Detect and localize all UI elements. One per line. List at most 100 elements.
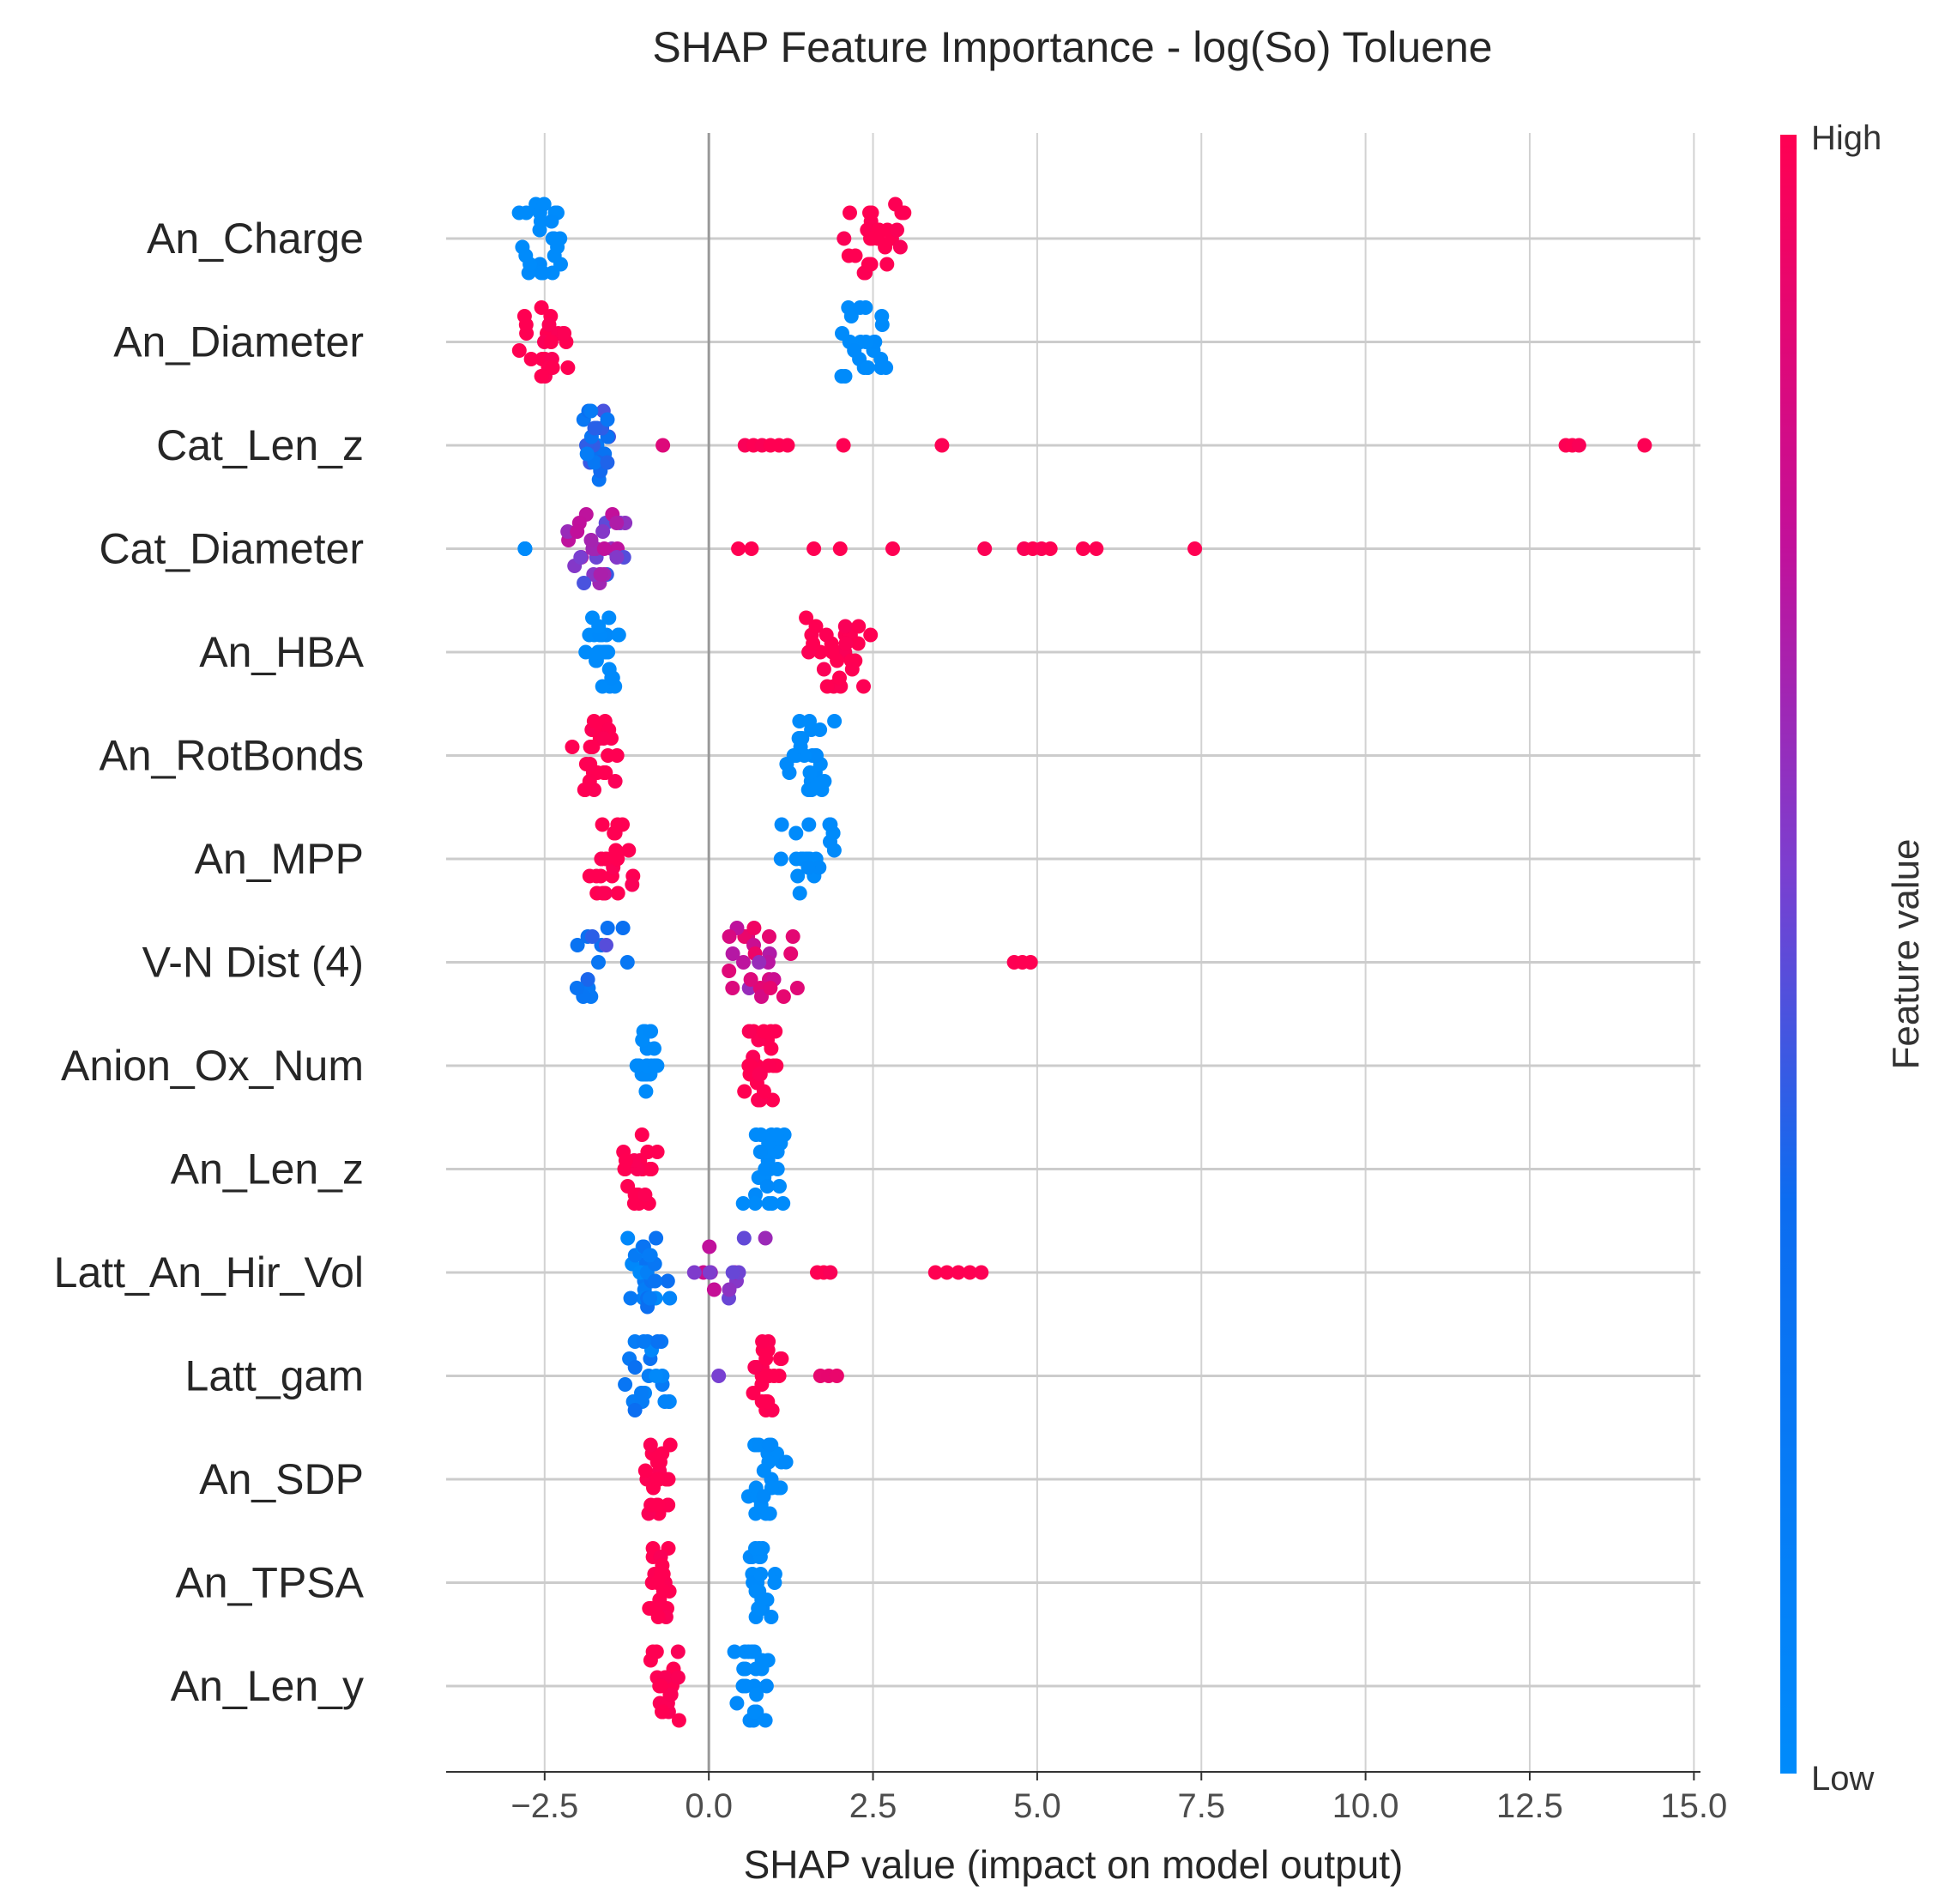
shap-point xyxy=(517,541,533,556)
shap-point xyxy=(511,343,527,358)
colorbar: High Low Feature value xyxy=(1780,119,1927,1798)
shap-point xyxy=(518,248,534,263)
shap-point xyxy=(607,774,623,789)
shap-point xyxy=(729,1695,745,1711)
shap-point xyxy=(543,335,559,349)
shap-point xyxy=(627,1403,643,1417)
shap-point xyxy=(553,231,568,246)
shap-point xyxy=(583,533,599,547)
colorbar-high-label: High xyxy=(1811,119,1882,157)
shap-point xyxy=(755,1334,770,1349)
shap-point xyxy=(686,1265,702,1280)
shap-point xyxy=(801,817,817,832)
shap-point xyxy=(1042,541,1058,556)
shap-point xyxy=(752,1437,767,1453)
shap-point xyxy=(536,196,552,212)
shap-point xyxy=(890,222,904,238)
feature-label: An_Len_z xyxy=(171,1145,364,1194)
shap-point xyxy=(573,550,589,565)
shap-point xyxy=(580,972,595,987)
shap-point xyxy=(725,1265,740,1280)
shap-point xyxy=(837,231,852,246)
shap-point xyxy=(806,636,821,651)
shap-point xyxy=(582,627,597,643)
shap-point xyxy=(584,929,600,944)
shap-point xyxy=(927,1265,943,1280)
shap-point xyxy=(649,1369,664,1383)
shap-point xyxy=(759,1179,775,1194)
shap-point xyxy=(753,1567,769,1581)
shap-point xyxy=(758,1506,774,1521)
shap-point xyxy=(774,817,789,832)
shap-point xyxy=(873,360,889,375)
shap-point xyxy=(760,1394,776,1409)
shap-point xyxy=(853,300,867,315)
shap-point xyxy=(725,946,740,961)
feature-label: An_RotBonds xyxy=(99,732,364,780)
shap-point xyxy=(596,541,612,556)
shap-point xyxy=(650,1497,666,1513)
shap-point xyxy=(756,1084,771,1099)
shap-point xyxy=(649,1145,665,1159)
shap-point xyxy=(756,1463,771,1478)
shap-point xyxy=(832,541,848,556)
shap-point xyxy=(653,1678,668,1694)
shap-point xyxy=(604,670,619,686)
shap-point xyxy=(534,369,549,384)
x-tick-label: 15.0 xyxy=(1660,1787,1727,1825)
shap-point xyxy=(637,1188,653,1202)
shap-point xyxy=(851,619,867,634)
shap-point xyxy=(660,1273,675,1289)
shap-point xyxy=(823,1265,838,1280)
shap-point xyxy=(706,1282,722,1297)
shap-point xyxy=(858,335,873,349)
shap-point xyxy=(661,1497,676,1513)
shap-point xyxy=(802,765,818,780)
feature-label: Latt_An_Hir_Vol xyxy=(54,1248,364,1297)
shap-point xyxy=(1023,955,1038,970)
shap-point xyxy=(654,1567,669,1581)
colorbar-title: Feature value xyxy=(1885,838,1927,1069)
shap-point xyxy=(643,1024,659,1039)
feature-label: Cat_Diameter xyxy=(100,525,364,573)
shap-point xyxy=(670,1670,686,1685)
shap-point xyxy=(773,851,788,867)
shap-point xyxy=(620,1179,636,1194)
shap-point xyxy=(601,610,617,626)
shap-point xyxy=(743,972,758,987)
shap-point xyxy=(618,1153,633,1168)
shap-point xyxy=(741,1024,757,1039)
shap-point xyxy=(767,1575,782,1590)
shap-point xyxy=(748,1541,763,1556)
shap-point xyxy=(657,1394,673,1409)
shap-point xyxy=(747,1360,763,1375)
shap-point xyxy=(885,541,900,556)
shap-point xyxy=(591,619,607,634)
shap-point xyxy=(816,662,831,677)
shap-point xyxy=(1187,541,1203,556)
shap-point xyxy=(827,714,843,728)
shap-point xyxy=(722,929,737,944)
shap-point xyxy=(830,653,845,668)
shap-point xyxy=(722,1282,737,1297)
shap-point xyxy=(776,989,791,1004)
shap-point xyxy=(731,541,746,556)
x-tick-label: 10.0 xyxy=(1332,1787,1399,1825)
shap-point xyxy=(837,369,853,384)
shap-point xyxy=(812,860,827,875)
feature-label: Latt_gam xyxy=(185,1352,364,1400)
shap-point xyxy=(764,1196,780,1211)
shap-point xyxy=(655,1704,670,1720)
shap-point xyxy=(618,1377,633,1392)
shap-point xyxy=(541,317,557,332)
shap-point xyxy=(609,516,625,530)
shap-point xyxy=(782,765,797,780)
feature-label: V-N Dist (4) xyxy=(142,939,364,987)
feature-label: An_SDP xyxy=(199,1455,364,1503)
shap-point xyxy=(823,817,838,832)
x-tick-label: 0.0 xyxy=(685,1787,733,1825)
shap-point xyxy=(643,1290,658,1306)
x-tick-label: 5.0 xyxy=(1013,1787,1061,1825)
shap-point xyxy=(591,955,606,970)
shap-point xyxy=(844,662,860,677)
